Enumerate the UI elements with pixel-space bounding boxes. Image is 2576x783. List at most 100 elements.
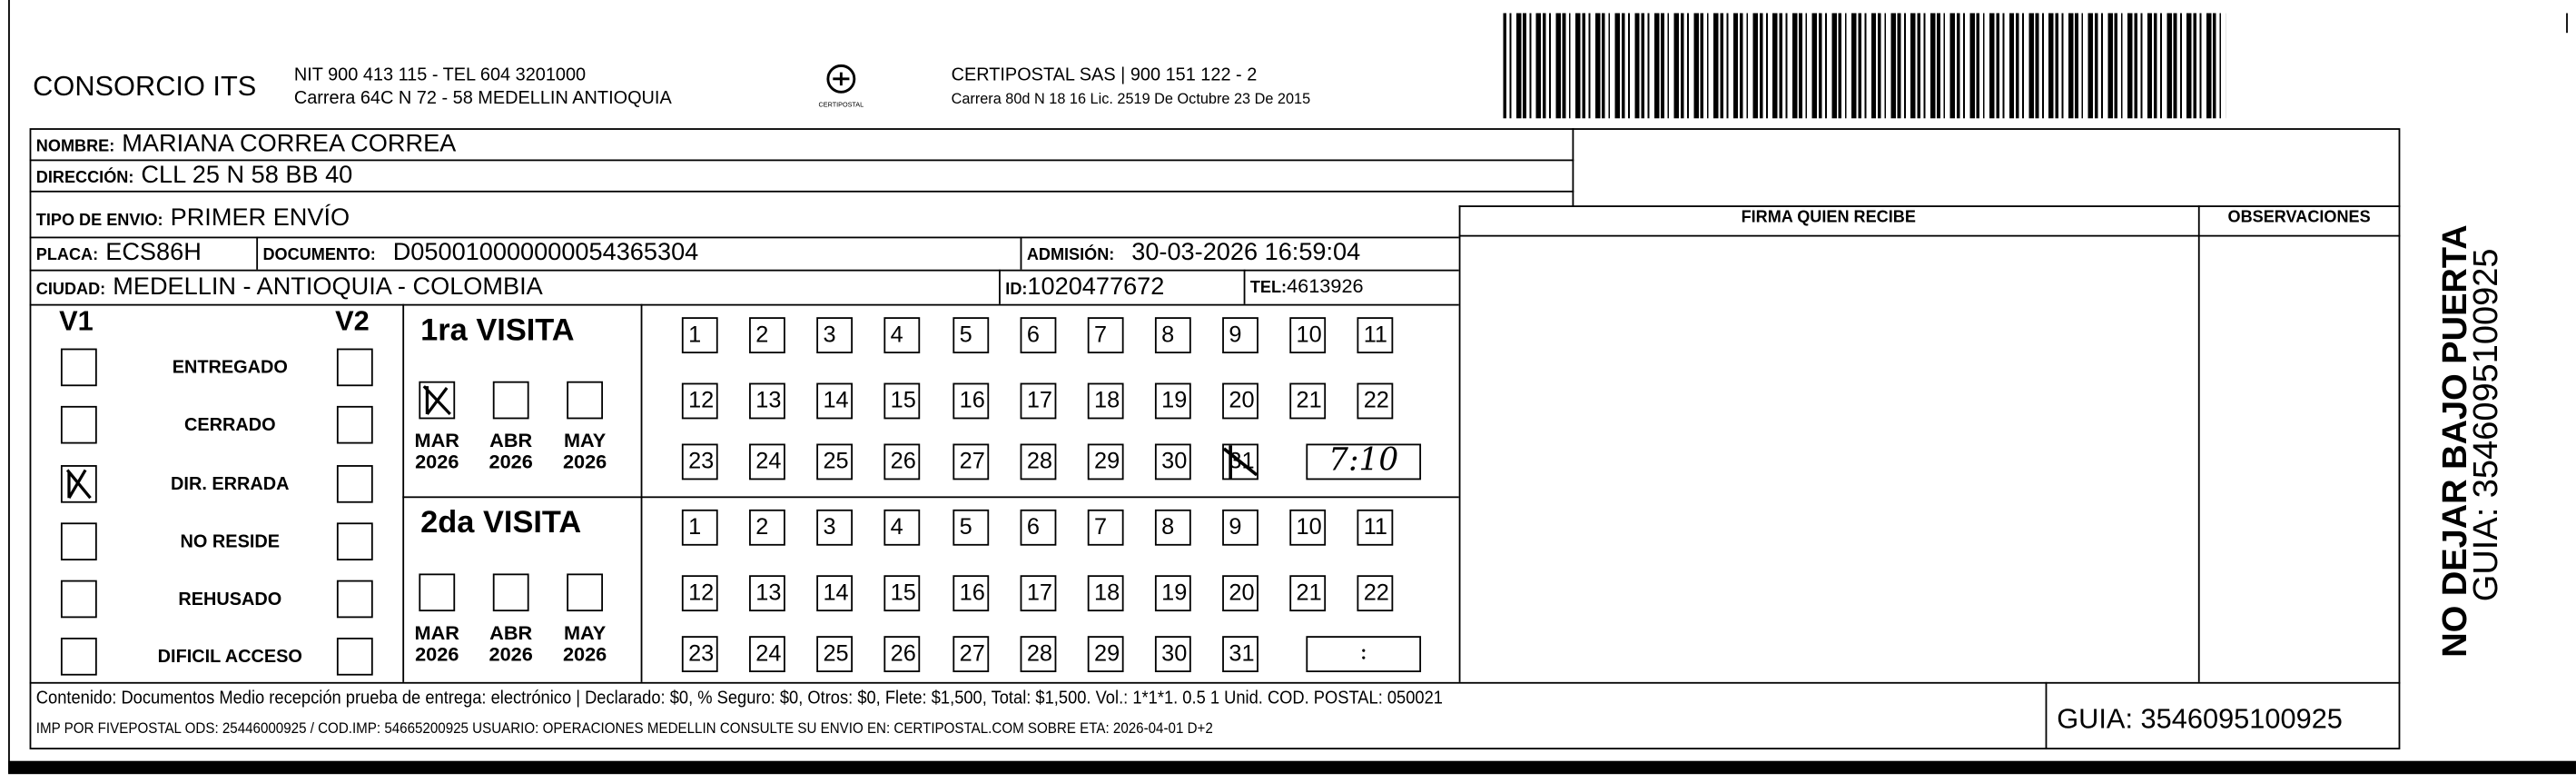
day-box[interactable]: 14 xyxy=(816,382,854,420)
day-box[interactable]: 9 xyxy=(1222,317,1258,353)
handwritten-x-mark xyxy=(422,385,451,416)
time-field[interactable]: 7:10 xyxy=(1306,443,1422,481)
day-box[interactable]: 7 xyxy=(1087,509,1124,546)
month-checkbox[interactable] xyxy=(419,381,456,420)
day-box[interactable]: 19 xyxy=(1154,575,1191,612)
status-option: CERRADO xyxy=(183,415,276,436)
main-table xyxy=(29,128,2401,750)
signature-area[interactable] xyxy=(1462,238,2195,679)
day-box[interactable]: 2 xyxy=(749,509,785,546)
day-box[interactable]: 6 xyxy=(1020,509,1057,546)
day-box[interactable]: 12 xyxy=(681,382,718,420)
day-box[interactable]: 28 xyxy=(1020,443,1057,481)
month-checkbox[interactable] xyxy=(419,573,456,612)
day-box[interactable]: 13 xyxy=(749,575,785,612)
v2-checkbox[interactable] xyxy=(336,522,373,560)
v2-checkbox[interactable] xyxy=(336,405,373,444)
day-box[interactable]: 28 xyxy=(1020,636,1057,673)
admision-value: 30-03-2026 16:59:04 xyxy=(1131,238,1361,267)
day-box[interactable]: 27 xyxy=(952,636,990,673)
guia-footer: GUIA: 3546095100925 xyxy=(2057,703,2343,735)
handwritten-x-mark xyxy=(65,469,92,500)
day-box[interactable]: 2 xyxy=(749,317,785,353)
carrier-name: CERTIPOSTAL SAS | 900 151 122 - 2 xyxy=(951,65,1258,86)
day-box[interactable]: 30 xyxy=(1154,443,1191,481)
day-box[interactable]: 17 xyxy=(1020,382,1057,420)
day-box[interactable]: 31 xyxy=(1222,636,1258,673)
day-box[interactable]: 18 xyxy=(1087,382,1124,420)
day-box[interactable]: 17 xyxy=(1020,575,1057,612)
day-box[interactable]: 16 xyxy=(952,382,990,420)
day-box[interactable]: 7 xyxy=(1087,317,1124,353)
day-box[interactable]: 18 xyxy=(1087,575,1124,612)
observaciones-area[interactable] xyxy=(2201,238,2396,679)
day-box[interactable]: 29 xyxy=(1087,636,1124,673)
v1-checkbox[interactable] xyxy=(60,405,97,444)
company-address: Carrera 64C N 72 - 58 MEDELLIN ANTIOQUIA xyxy=(293,88,672,109)
certipostal-logo: CERTIPOSTAL xyxy=(812,63,871,108)
day-box[interactable]: 8 xyxy=(1154,509,1191,546)
day-box[interactable]: 25 xyxy=(816,443,854,481)
day-box[interactable]: 4 xyxy=(883,317,921,353)
day-box[interactable]: 11 xyxy=(1357,509,1394,546)
day-box[interactable]: 26 xyxy=(883,636,921,673)
day-box[interactable]: 1 xyxy=(681,509,718,546)
status-option: NO RESIDE xyxy=(180,532,281,552)
day-box[interactable]: 9 xyxy=(1222,509,1258,546)
day-box[interactable]: 10 xyxy=(1289,317,1327,353)
v1-checkbox[interactable] xyxy=(60,638,97,676)
day-box[interactable]: 13 xyxy=(749,382,785,420)
company-name: CONSORCIO ITS xyxy=(33,70,257,103)
day-box[interactable]: 10 xyxy=(1289,509,1327,546)
day-box[interactable]: 25 xyxy=(816,636,854,673)
id-field: ID:1020477672 xyxy=(1005,273,1165,302)
day-box[interactable]: 21 xyxy=(1289,382,1327,420)
day-box[interactable]: 11 xyxy=(1357,317,1394,353)
month-checkbox[interactable] xyxy=(567,381,604,420)
v2-checkbox[interactable] xyxy=(336,465,373,503)
day-box[interactable]: 5 xyxy=(952,509,990,546)
day-box[interactable]: 1 xyxy=(681,317,718,353)
day-box[interactable]: 8 xyxy=(1154,317,1191,353)
day-box[interactable]: 20 xyxy=(1222,575,1258,612)
day-box[interactable]: 31 xyxy=(1222,443,1258,481)
nombre-field: NOMBRE: MARIANA CORREA CORREA xyxy=(35,129,457,158)
day-box[interactable]: 12 xyxy=(681,575,718,612)
observaciones-header: OBSERVACIONES xyxy=(2227,208,2371,227)
tel-value: 4613926 xyxy=(1287,274,1364,298)
v1-checkbox[interactable] xyxy=(60,580,97,619)
day-box[interactable]: 15 xyxy=(883,382,921,420)
day-box[interactable]: 20 xyxy=(1222,382,1258,420)
v2-checkbox[interactable] xyxy=(336,580,373,619)
day-box[interactable]: 22 xyxy=(1357,575,1394,612)
day-box[interactable]: 24 xyxy=(749,443,785,481)
day-box[interactable]: 3 xyxy=(816,317,854,353)
time-field[interactable]: : xyxy=(1306,636,1422,673)
v1-checkbox[interactable] xyxy=(60,348,97,387)
v2-checkbox[interactable] xyxy=(336,348,373,387)
day-box[interactable]: 6 xyxy=(1020,317,1057,353)
day-box[interactable]: 27 xyxy=(952,443,990,481)
v2-checkbox[interactable] xyxy=(336,638,373,676)
day-box[interactable]: 19 xyxy=(1154,382,1191,420)
day-box[interactable]: 26 xyxy=(883,443,921,481)
day-box[interactable]: 22 xyxy=(1357,382,1394,420)
day-box[interactable]: 23 xyxy=(681,443,718,481)
v1-checkbox[interactable] xyxy=(60,522,97,560)
day-box[interactable]: 15 xyxy=(883,575,921,612)
day-box[interactable]: 30 xyxy=(1154,636,1191,673)
month-checkbox[interactable] xyxy=(492,381,529,420)
day-box[interactable]: 16 xyxy=(952,575,990,612)
day-box[interactable]: 24 xyxy=(749,636,785,673)
day-box[interactable]: 21 xyxy=(1289,575,1327,612)
day-box[interactable]: 23 xyxy=(681,636,718,673)
v1-checkbox[interactable] xyxy=(60,465,97,503)
day-box[interactable]: 5 xyxy=(952,317,990,353)
month-checkbox[interactable] xyxy=(567,573,604,612)
day-box[interactable]: 4 xyxy=(883,509,921,546)
day-box[interactable]: 14 xyxy=(816,575,854,612)
day-box[interactable]: 3 xyxy=(816,509,854,546)
day-box[interactable]: 29 xyxy=(1087,443,1124,481)
month-checkbox[interactable] xyxy=(492,573,529,612)
